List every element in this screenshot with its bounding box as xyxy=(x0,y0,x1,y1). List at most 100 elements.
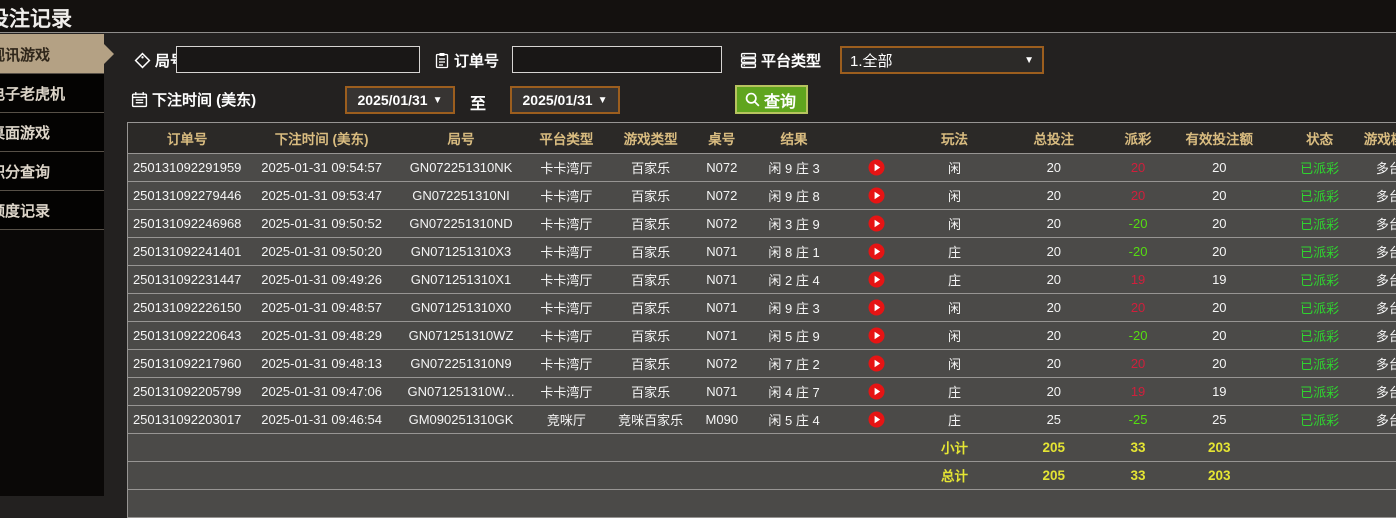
calendar-icon xyxy=(131,92,148,108)
result-cell: 闲 9 庄 3 xyxy=(749,153,839,182)
total-cell xyxy=(1275,433,1364,462)
status-cell: 已派彩 xyxy=(1275,293,1364,322)
game-type-cell: 百家乐 xyxy=(607,377,694,406)
table-row: 250131092226150 2025-01-31 09:48:57 GN0712… xyxy=(128,293,1396,322)
result-cell: 闲 8 庄 1 xyxy=(749,237,839,266)
order-no-cell: 250131092291959 xyxy=(128,153,247,182)
play-icon[interactable] xyxy=(868,243,885,260)
empty-cell xyxy=(994,489,1113,518)
status-cell: 已派彩 xyxy=(1275,321,1364,350)
replay-cell xyxy=(838,181,915,210)
total-cell: 33 xyxy=(1112,461,1164,490)
empty-cell xyxy=(1363,489,1396,518)
platform-type-label: 平台类型 xyxy=(740,50,821,71)
play-type-cell: 庄 xyxy=(914,237,995,266)
round-no-cell: GN072251310NI xyxy=(396,181,526,210)
game-type-cell: 百家乐 xyxy=(607,181,694,210)
valid-bet-cell: 19 xyxy=(1163,377,1276,406)
empty-cell xyxy=(693,489,750,518)
play-icon[interactable] xyxy=(868,159,885,176)
payout-cell: -20 xyxy=(1112,321,1164,350)
platform-cell: 卡卡湾厅 xyxy=(525,181,608,210)
mode-cell: 多台 xyxy=(1363,293,1396,322)
query-button[interactable]: 查询 xyxy=(735,85,809,114)
result-cell: 闲 5 庄 4 xyxy=(749,405,839,434)
total-bet-cell: 25 xyxy=(994,405,1113,434)
table-row: 250131092231447 2025-01-31 09:49:26 GN0712… xyxy=(128,265,1396,294)
order-no-cell: 250131092241401 xyxy=(128,237,247,266)
platform-icon xyxy=(740,52,757,69)
platform-type-select[interactable]: 1.全部 ▼ xyxy=(840,46,1044,74)
total-bet-cell: 20 xyxy=(994,181,1113,210)
payout-cell: -20 xyxy=(1112,237,1164,266)
play-icon[interactable] xyxy=(868,355,885,372)
total-cell xyxy=(525,461,608,490)
valid-bet-cell: 20 xyxy=(1163,321,1276,350)
play-icon[interactable] xyxy=(868,327,885,344)
clipboard-icon xyxy=(435,53,449,69)
platform-cell: 卡卡湾厅 xyxy=(525,293,608,322)
payout-cell: 19 xyxy=(1112,265,1164,294)
table-no-cell: N072 xyxy=(693,181,750,210)
table-row: 250131092203017 2025-01-31 09:46:54 GM0902… xyxy=(128,405,1396,434)
valid-bet-cell: 20 xyxy=(1163,181,1276,210)
title-bar: 投注记录 xyxy=(0,0,1396,33)
sidebar-tab[interactable]: 桌面游戏 xyxy=(0,112,104,152)
play-icon[interactable] xyxy=(868,383,885,400)
play-icon[interactable] xyxy=(868,187,885,204)
date-to-picker[interactable]: 2025/01/31 ▼ xyxy=(510,86,620,114)
play-icon[interactable] xyxy=(868,271,885,288)
replay-cell xyxy=(838,237,915,266)
date-from-picker[interactable]: 2025/01/31 ▼ xyxy=(345,86,455,114)
play-type-cell: 闲 xyxy=(914,153,995,182)
bet-time-label: 下注时间 (美东) xyxy=(131,89,256,110)
replay-cell xyxy=(838,209,915,238)
total-cell xyxy=(1363,433,1396,462)
column-header: 桌号 xyxy=(693,123,750,154)
sidebar-tab[interactable]: 额度记录 xyxy=(0,190,104,230)
result-cell: 闲 7 庄 2 xyxy=(749,349,839,378)
valid-bet-cell: 25 xyxy=(1163,405,1276,434)
round-no-cell: GN072251310N9 xyxy=(396,349,526,378)
column-header: 订单号 xyxy=(128,123,247,154)
bet-time-cell: 2025-01-31 09:54:57 xyxy=(246,153,397,182)
total-bet-cell: 20 xyxy=(994,377,1113,406)
table-row: 250131092279446 2025-01-31 09:53:47 GN0722… xyxy=(128,181,1396,210)
sidebar-tab[interactable]: 积分查询 xyxy=(0,151,104,191)
date-to-label: 至 xyxy=(470,96,487,113)
replay-cell xyxy=(838,153,915,182)
round-no-cell: GN071251310X3 xyxy=(396,237,526,266)
column-header: 玩法 xyxy=(914,123,995,154)
round-number-input[interactable] xyxy=(176,46,420,73)
platform-cell: 竞咪厅 xyxy=(525,405,608,434)
play-icon[interactable] xyxy=(868,411,885,428)
empty-cell xyxy=(525,489,608,518)
round-no-cell: GN071251310WZ xyxy=(396,321,526,350)
status-cell: 已派彩 xyxy=(1275,377,1364,406)
sidebar-tab[interactable]: 视讯游戏 xyxy=(0,34,114,74)
total-cell xyxy=(1363,461,1396,490)
column-header xyxy=(838,123,915,154)
sidebar: 视讯游戏电子老虎机桌面游戏积分查询额度记录 xyxy=(0,34,114,496)
column-header: 总投注 xyxy=(994,123,1113,154)
play-icon[interactable] xyxy=(868,299,885,316)
total-cell xyxy=(749,433,839,462)
table-no-cell: N071 xyxy=(693,321,750,350)
sidebar-tab[interactable]: 电子老虎机 xyxy=(0,73,104,113)
total-cell xyxy=(693,461,750,490)
total-cell: 205 xyxy=(994,461,1113,490)
valid-bet-cell: 19 xyxy=(1163,265,1276,294)
valid-bet-cell: 20 xyxy=(1163,153,1276,182)
valid-bet-cell: 20 xyxy=(1163,209,1276,238)
order-number-input[interactable] xyxy=(512,46,722,73)
empty-cell xyxy=(396,489,526,518)
column-header: 局号 xyxy=(396,123,526,154)
mode-cell: 多台 xyxy=(1363,377,1396,406)
play-icon[interactable] xyxy=(868,215,885,232)
total-cell xyxy=(396,461,526,490)
empty-cell xyxy=(1112,489,1164,518)
total-cell xyxy=(128,461,247,490)
table-row: 250131092246968 2025-01-31 09:50:52 GN0722… xyxy=(128,209,1396,238)
table-row: 250131092241401 2025-01-31 09:50:20 GN0712… xyxy=(128,237,1396,266)
play-type-cell: 庄 xyxy=(914,405,995,434)
